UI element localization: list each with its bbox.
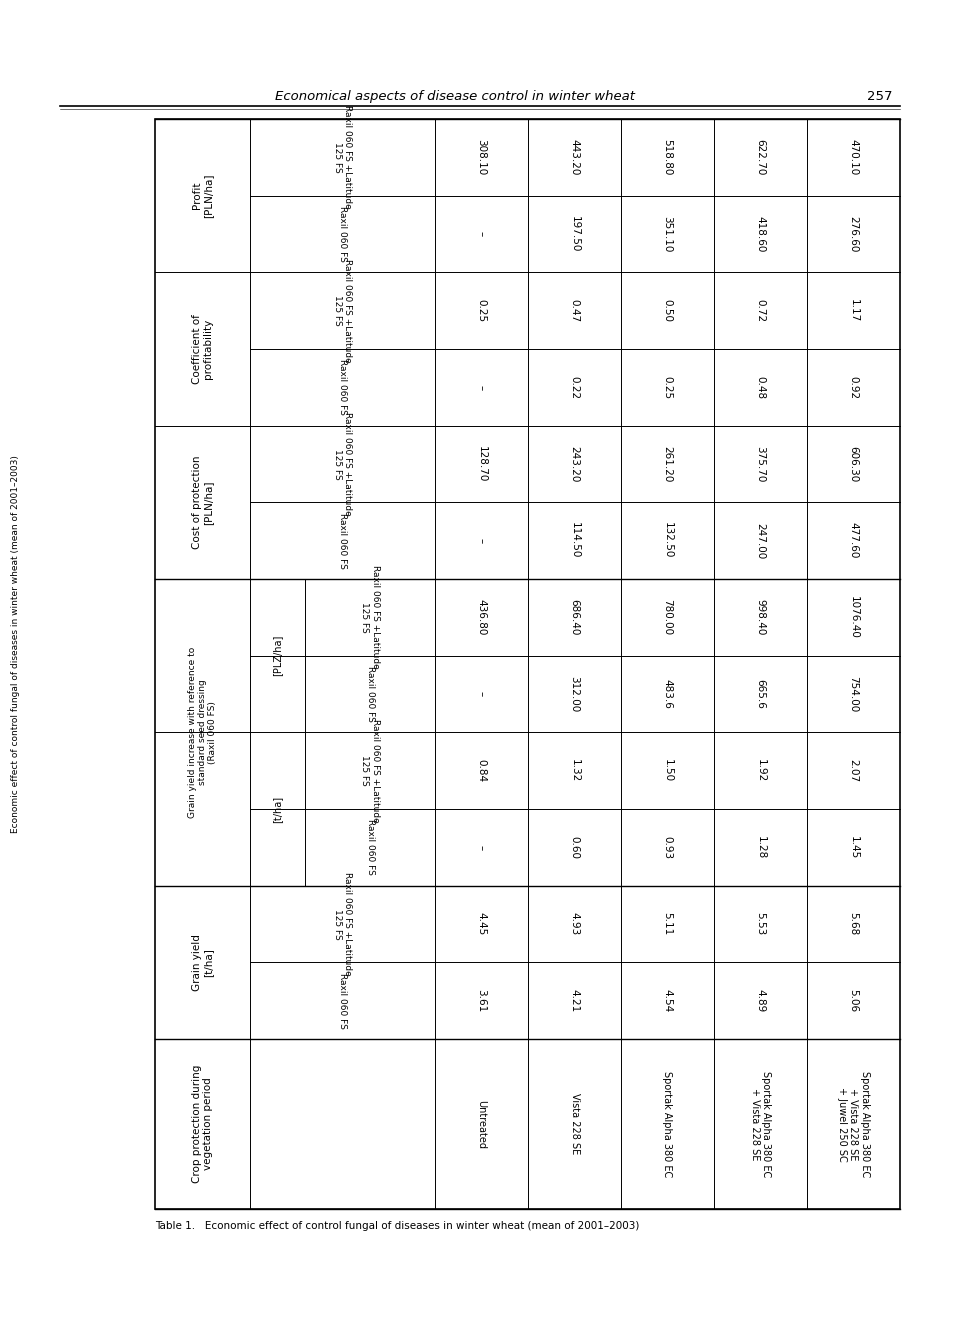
Text: 375.70: 375.70 (756, 446, 765, 482)
Text: 4.45: 4.45 (476, 912, 487, 936)
Text: 1.28: 1.28 (756, 835, 765, 859)
Text: 0.47: 0.47 (569, 299, 580, 322)
Text: 243.20: 243.20 (569, 446, 580, 482)
Text: Profit
[PLN/ha]: Profit [PLN/ha] (192, 173, 213, 218)
Text: Grain yield
[t/ha]: Grain yield [t/ha] (192, 933, 213, 990)
Text: Sportak Alpha 380 EC
+ Vista 228 SE: Sportak Alpha 380 EC + Vista 228 SE (750, 1071, 771, 1177)
Text: –: – (476, 232, 487, 237)
Text: 998.40: 998.40 (756, 600, 765, 636)
Text: Raxil 060 FS: Raxil 060 FS (366, 820, 374, 875)
Text: Raxil 060 FS +Latitude
125 FS: Raxil 060 FS +Latitude 125 FS (333, 873, 352, 976)
Text: 1.50: 1.50 (662, 759, 673, 782)
Text: 4.54: 4.54 (662, 989, 673, 1013)
Text: 114.50: 114.50 (569, 523, 580, 559)
Text: 686.40: 686.40 (569, 600, 580, 636)
Text: 754.00: 754.00 (849, 675, 858, 712)
Text: Sportak Alpha 380 EC: Sportak Alpha 380 EC (662, 1071, 673, 1177)
Text: 2.07: 2.07 (849, 759, 858, 782)
Text: Raxil 060 FS: Raxil 060 FS (338, 512, 347, 568)
Bar (155, 119, 900, 1209)
Text: 436.80: 436.80 (476, 600, 487, 636)
Text: 477.60: 477.60 (849, 523, 858, 559)
Text: Sportak Alpha 380 EC
+ Vista 228 SE
+ Juwel 250 SC: Sportak Alpha 380 EC + Vista 228 SE + Ju… (837, 1071, 870, 1177)
Text: Raxil 060 FS: Raxil 060 FS (366, 666, 374, 722)
Text: Raxil 060 FS: Raxil 060 FS (338, 359, 347, 416)
Text: 1076.40: 1076.40 (849, 596, 858, 638)
Text: Cost of protection
[PLN/ha]: Cost of protection [PLN/ha] (192, 455, 213, 549)
Text: 1.17: 1.17 (849, 299, 858, 322)
Text: 312.00: 312.00 (569, 675, 580, 712)
Text: –: – (476, 538, 487, 543)
Text: 128.70: 128.70 (476, 446, 487, 482)
Text: Vista 228 SE: Vista 228 SE (569, 1094, 580, 1155)
Text: Untreated: Untreated (476, 1099, 487, 1148)
Text: 0.72: 0.72 (756, 299, 765, 322)
Text: 1.45: 1.45 (849, 835, 858, 859)
Text: [t/ha]: [t/ha] (273, 796, 282, 822)
Text: Grain yield increase with reference to
standard seed dressing
(Raxil 060 FS): Grain yield increase with reference to s… (187, 646, 217, 818)
Text: 0.84: 0.84 (476, 759, 487, 782)
Text: 261.20: 261.20 (662, 446, 673, 482)
Text: 780.00: 780.00 (662, 600, 673, 636)
Text: 308.10: 308.10 (476, 139, 487, 176)
Text: 4.21: 4.21 (569, 989, 580, 1013)
Text: 4.89: 4.89 (756, 989, 765, 1013)
Text: 0.25: 0.25 (476, 299, 487, 322)
Text: 197.50: 197.50 (569, 216, 580, 252)
Text: 665.6: 665.6 (756, 679, 765, 708)
Text: Raxil 060 FS: Raxil 060 FS (338, 973, 347, 1029)
Text: Table 1.   Economic effect of control fungal of diseases in winter wheat (mean o: Table 1. Economic effect of control fung… (155, 1221, 639, 1231)
Text: 276.60: 276.60 (849, 216, 858, 252)
Text: 1.32: 1.32 (569, 759, 580, 782)
Text: 0.92: 0.92 (849, 376, 858, 399)
Text: Raxil 060 FS: Raxil 060 FS (338, 207, 347, 262)
Text: Raxil 060 FS +Latitude
125 FS: Raxil 060 FS +Latitude 125 FS (333, 412, 352, 516)
Text: 0.50: 0.50 (662, 299, 673, 322)
Text: –: – (476, 845, 487, 850)
Text: Raxil 060 FS +Latitude
125 FS: Raxil 060 FS +Latitude 125 FS (360, 565, 380, 669)
Text: 0.25: 0.25 (662, 376, 673, 399)
Text: Raxil 060 FS +Latitude
125 FS: Raxil 060 FS +Latitude 125 FS (333, 106, 352, 209)
Text: 257: 257 (867, 90, 893, 102)
Text: –: – (476, 385, 487, 391)
Text: 5.11: 5.11 (662, 912, 673, 936)
Text: 483.6: 483.6 (662, 679, 673, 708)
Text: 5.53: 5.53 (756, 912, 765, 936)
Text: Economic effect of control fungal of diseases in winter wheat (mean of 2001–2003: Economic effect of control fungal of dis… (12, 455, 20, 833)
Text: 443.20: 443.20 (569, 139, 580, 176)
Text: 0.93: 0.93 (662, 835, 673, 859)
Text: Raxil 060 FS +Latitude
125 FS: Raxil 060 FS +Latitude 125 FS (360, 719, 380, 822)
Text: Raxil 060 FS +Latitude
125 FS: Raxil 060 FS +Latitude 125 FS (333, 258, 352, 363)
Text: 4.93: 4.93 (569, 912, 580, 936)
Text: 1.92: 1.92 (756, 759, 765, 782)
Text: 518.80: 518.80 (662, 139, 673, 176)
Text: 0.22: 0.22 (569, 376, 580, 399)
Text: 418.60: 418.60 (756, 216, 765, 252)
Text: –: – (476, 691, 487, 696)
Text: 622.70: 622.70 (756, 139, 765, 176)
Text: 3.61: 3.61 (476, 989, 487, 1013)
Text: 5.06: 5.06 (849, 989, 858, 1013)
Text: 0.60: 0.60 (569, 835, 580, 859)
Text: Crop protection during
vegetation period: Crop protection during vegetation period (192, 1064, 213, 1184)
Text: 351.10: 351.10 (662, 216, 673, 252)
Text: 0.48: 0.48 (756, 376, 765, 399)
Text: Economical aspects of disease control in winter wheat: Economical aspects of disease control in… (275, 90, 635, 102)
Text: 5.68: 5.68 (849, 912, 858, 936)
Text: 606.30: 606.30 (849, 446, 858, 482)
Text: 132.50: 132.50 (662, 523, 673, 559)
Text: 470.10: 470.10 (849, 139, 858, 176)
Text: [PLZ/ha]: [PLZ/ha] (273, 636, 282, 677)
Text: 247.00: 247.00 (756, 523, 765, 559)
Text: Coefficient of
profitability: Coefficient of profitability (192, 314, 213, 384)
